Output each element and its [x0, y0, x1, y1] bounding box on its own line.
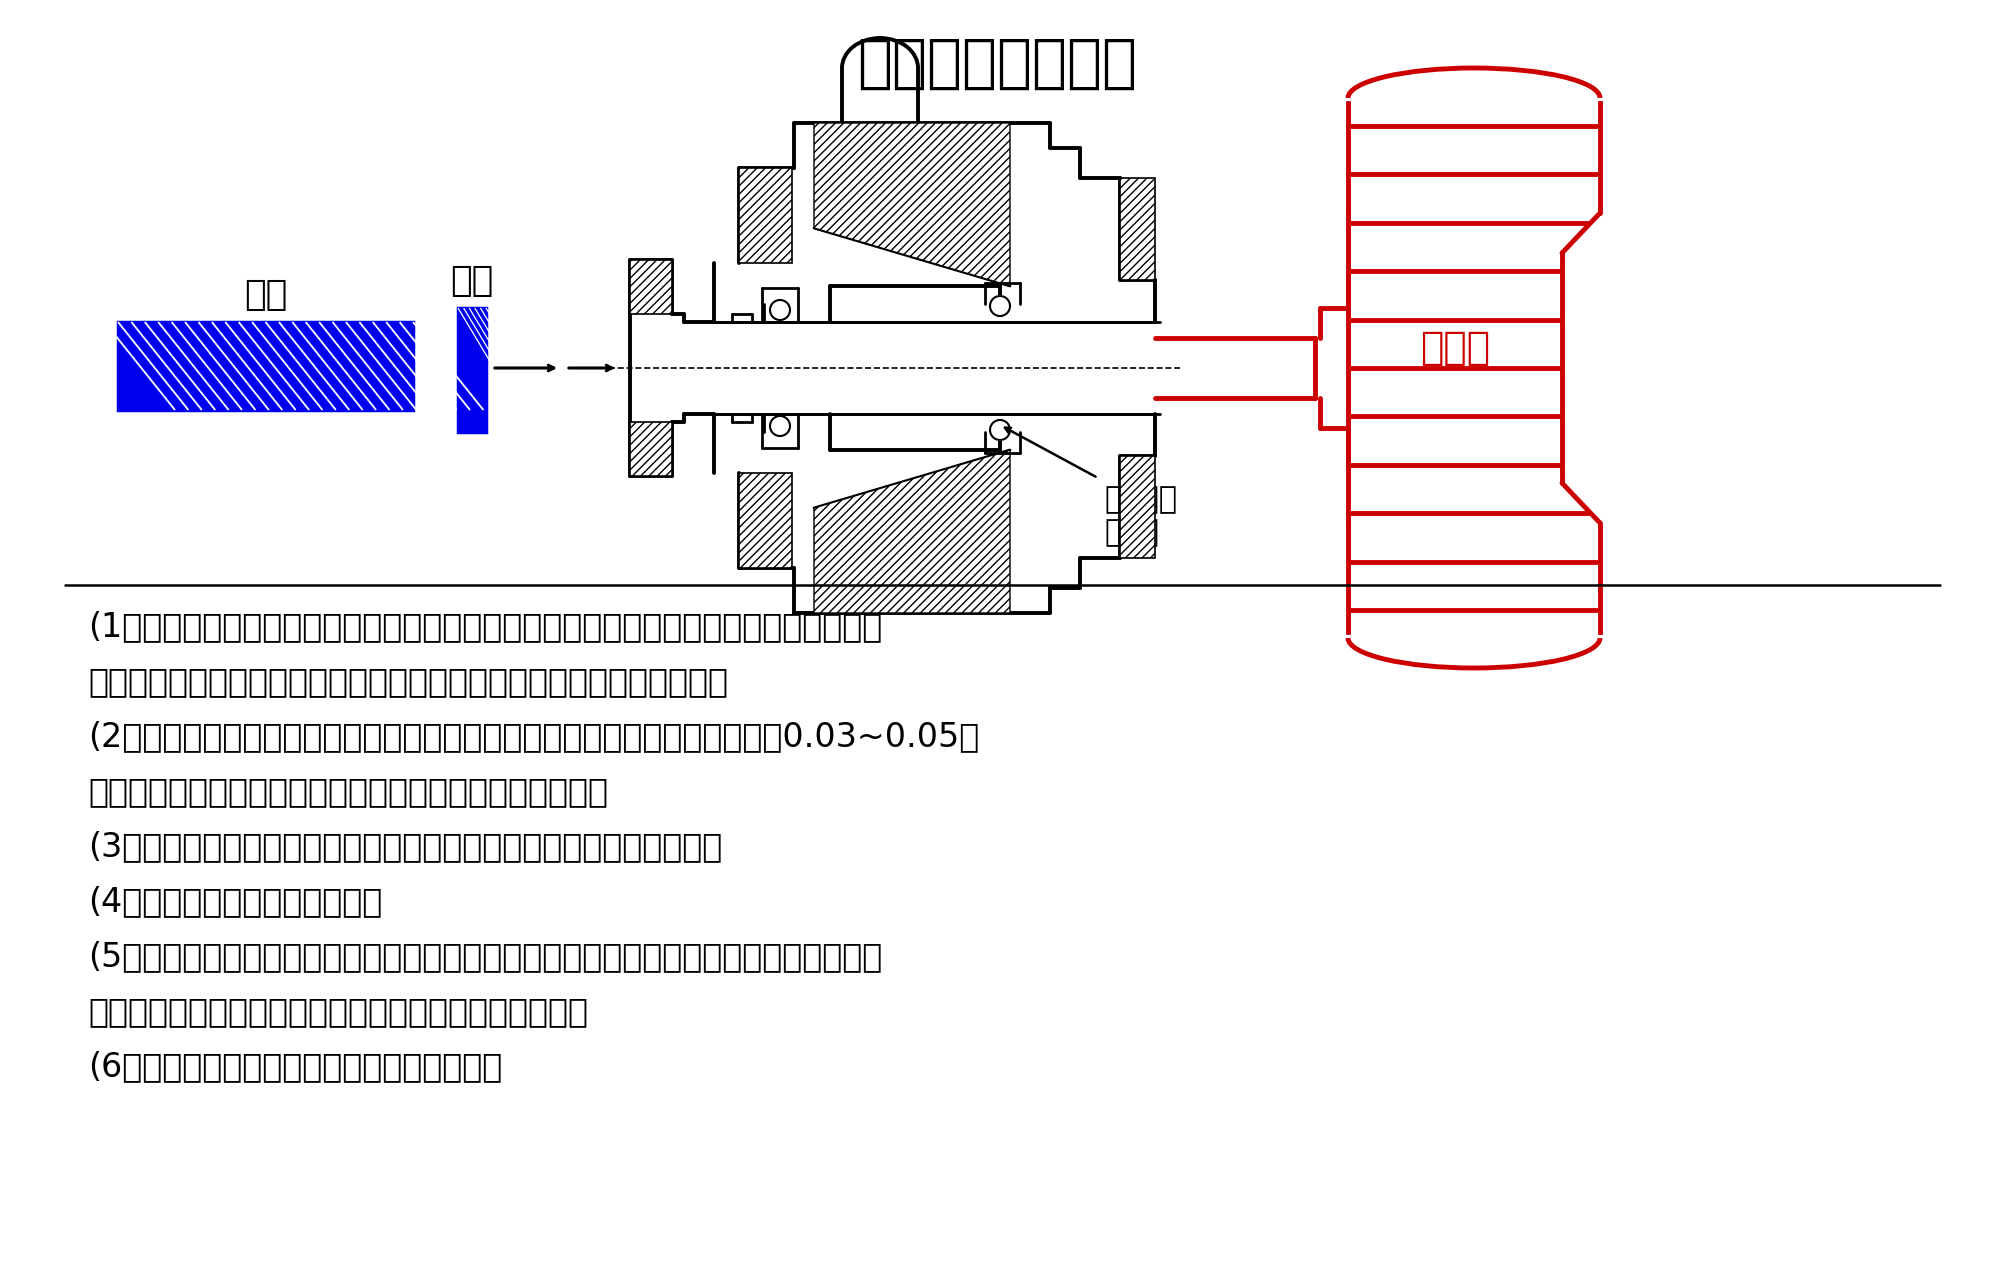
Text: 现有碰伤，锈斑，肿胀等影响安装的因素，应用油石或纱布等磨平再装。: 现有碰伤，锈斑，肿胀等影响安装的因素，应用油石或纱布等磨平再装。: [88, 666, 728, 698]
Bar: [630, 260, 672, 314]
Text: (6）安装找正联轴器，如图或请参照说明书。: (6）安装找正联轴器，如图或请参照说明书。: [88, 1050, 502, 1083]
Polygon shape: [814, 123, 1011, 285]
Bar: [459, 308, 487, 431]
Bar: [1121, 456, 1155, 558]
Bar: [740, 474, 792, 568]
Text: (5）利用圆盘、圆钢抵住偶合器轴套内部台阶，如图，利用外力敲击圆钢将偶合器带入主: (5）利用圆盘、圆钢抵住偶合器轴套内部台阶，如图，利用外力敲击圆钢将偶合器带入主: [88, 940, 881, 973]
Text: (2）测量下工作机主轴直径，耦合器内孔直径，耦合器内孔直径公差值一般在0.03~0.05，: (2）测量下工作机主轴直径，耦合器内孔直径，耦合器内孔直径公差值一般在0.03~…: [88, 719, 979, 753]
Text: 工作机: 工作机: [1420, 329, 1490, 367]
Text: 轴，然后安装到位即可，也可以用千斤顶将偶合器顶入。: 轴，然后安装到位即可，也可以用千斤顶将偶合器顶入。: [88, 995, 588, 1028]
Circle shape: [989, 296, 1011, 316]
Text: 第一步、准备工具: 第一步、准备工具: [857, 35, 1137, 92]
Text: 圆钢: 圆钢: [243, 278, 287, 312]
Text: (4）偶合器吊装，轴孔对准主轴: (4）偶合器吊装，轴孔对准主轴: [88, 884, 383, 918]
Bar: [118, 323, 413, 410]
Bar: [740, 168, 792, 262]
Bar: [630, 422, 672, 476]
Polygon shape: [814, 451, 1011, 613]
Text: 圆盘: 圆盘: [451, 264, 495, 298]
Text: 如若工作机主轴公差偏大，应适当用细砂纸打磨工作机主轴: 如若工作机主轴公差偏大，应适当用细砂纸打磨工作机主轴: [88, 774, 608, 808]
Circle shape: [770, 416, 790, 436]
Bar: [1121, 178, 1155, 280]
Text: (1）安装前检查动力机主轴，工作机主轴，偶合器输入输出轴孔、键槽等是否光洁，如发: (1）安装前检查动力机主轴，工作机主轴，偶合器输入输出轴孔、键槽等是否光洁，如发: [88, 611, 881, 643]
Text: (3）将键分别装在动力机和工作机的轴槽上，并在主轴表面涂上润滑油: (3）将键分别装在动力机和工作机的轴槽上，并在主轴表面涂上润滑油: [88, 829, 722, 863]
Circle shape: [989, 420, 1011, 440]
Circle shape: [770, 300, 790, 320]
Text: 轴套内部
台阶处: 轴套内部 台阶处: [1105, 485, 1176, 548]
